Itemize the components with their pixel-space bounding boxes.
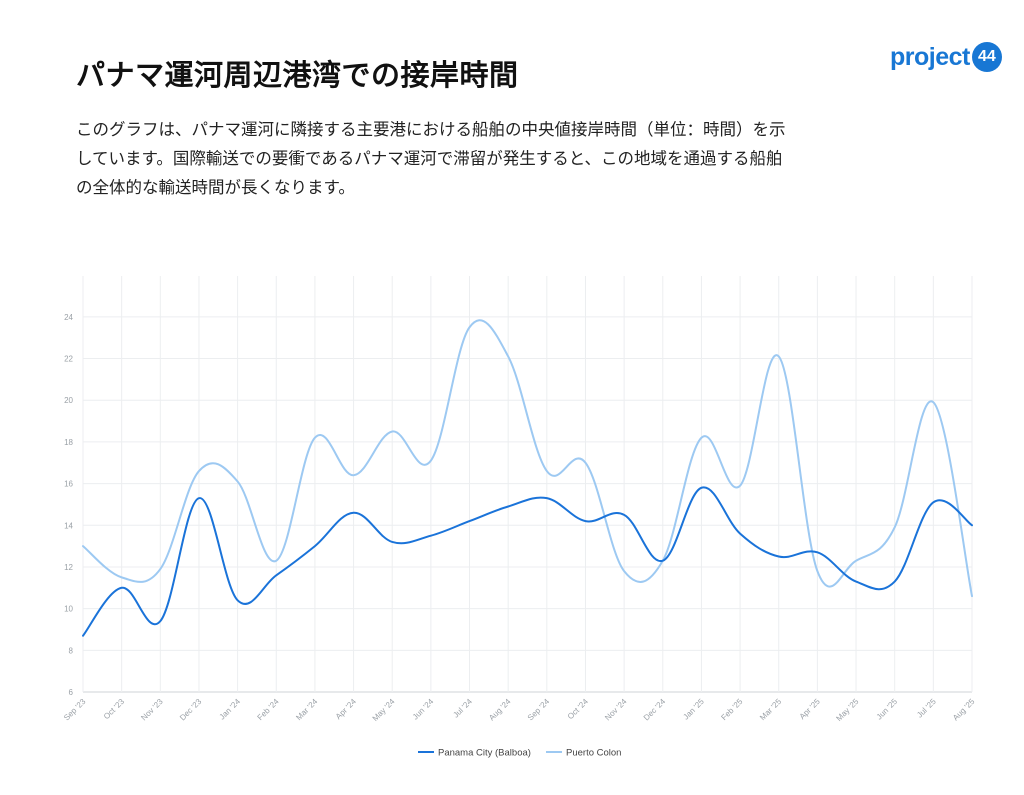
x-tick-label: Feb '25: [719, 697, 744, 722]
x-tick-label: May '25: [834, 697, 860, 723]
x-tick-label: Jun '24: [411, 697, 436, 722]
x-tick-label: Apr '24: [334, 697, 359, 722]
y-axis-ticks: 6 8 10 12 14 16 18 20 22 24: [64, 313, 73, 697]
y-tick-label: 22: [64, 355, 73, 364]
legend-label-panama-city: Panama City (Balboa): [438, 748, 531, 759]
logo-badge: 44: [971, 42, 1002, 72]
y-tick-label: 18: [64, 438, 73, 447]
x-tick-label: Jul '24: [451, 697, 474, 720]
page-title: パナマ運河周辺港湾での接岸時間: [76, 58, 519, 92]
x-tick-label: Nov '24: [603, 697, 629, 723]
x-tick-label: Feb '24: [256, 697, 281, 722]
x-tick-label: Jun '25: [875, 697, 900, 722]
y-tick-label: 14: [64, 521, 73, 530]
x-tick-label: Jan '24: [218, 697, 243, 722]
legend-label-puerto-colon: Puerto Colon: [566, 748, 621, 759]
project44-logo: project 44: [890, 40, 1002, 74]
x-tick-label: Sep '24: [526, 697, 552, 723]
x-tick-label: Jul '25: [915, 697, 938, 720]
x-tick-label: Nov '23: [139, 697, 165, 723]
x-tick-label: Dec '24: [642, 697, 668, 723]
chart-description: このグラフは、パナマ運河に隣接する主要港における船舶の中央値接岸時間（単位：時間…: [76, 120, 786, 197]
x-tick-label: Apr '25: [798, 697, 823, 722]
chart-series: [82, 319, 973, 637]
x-tick-label: May '24: [371, 697, 397, 723]
x-tick-label: Sep '23: [62, 697, 88, 723]
x-tick-label: Mar '24: [294, 697, 319, 722]
y-tick-label: 10: [64, 605, 73, 614]
series-line-puerto-colon: [82, 319, 973, 598]
y-tick-label: 6: [69, 688, 74, 697]
logo-text: project: [890, 42, 970, 71]
x-tick-label: Dec '23: [178, 697, 204, 723]
y-tick-label: 16: [64, 480, 73, 489]
x-tick-label: Aug '25: [951, 697, 977, 723]
y-tick-label: 20: [64, 396, 73, 405]
series-line-panama-city: [82, 486, 973, 637]
y-tick-label: 24: [64, 313, 73, 322]
chart-grid: [82, 276, 973, 693]
x-tick-label: Mar '25: [758, 697, 783, 722]
x-tick-label: Jan '25: [681, 697, 706, 722]
x-tick-label: Oct '24: [566, 697, 590, 721]
x-tick-label: Oct '23: [102, 697, 126, 721]
chart-legend: Panama City (Balboa) Puerto Colon: [418, 748, 621, 759]
y-tick-label: 8: [69, 646, 74, 655]
x-axis-ticks: Sep '23 Oct '23 Nov '23 Dec '23 Jan '24 Feb '…: [62, 697, 977, 723]
y-tick-label: 12: [64, 563, 73, 572]
x-tick-label: Aug '24: [487, 697, 513, 723]
